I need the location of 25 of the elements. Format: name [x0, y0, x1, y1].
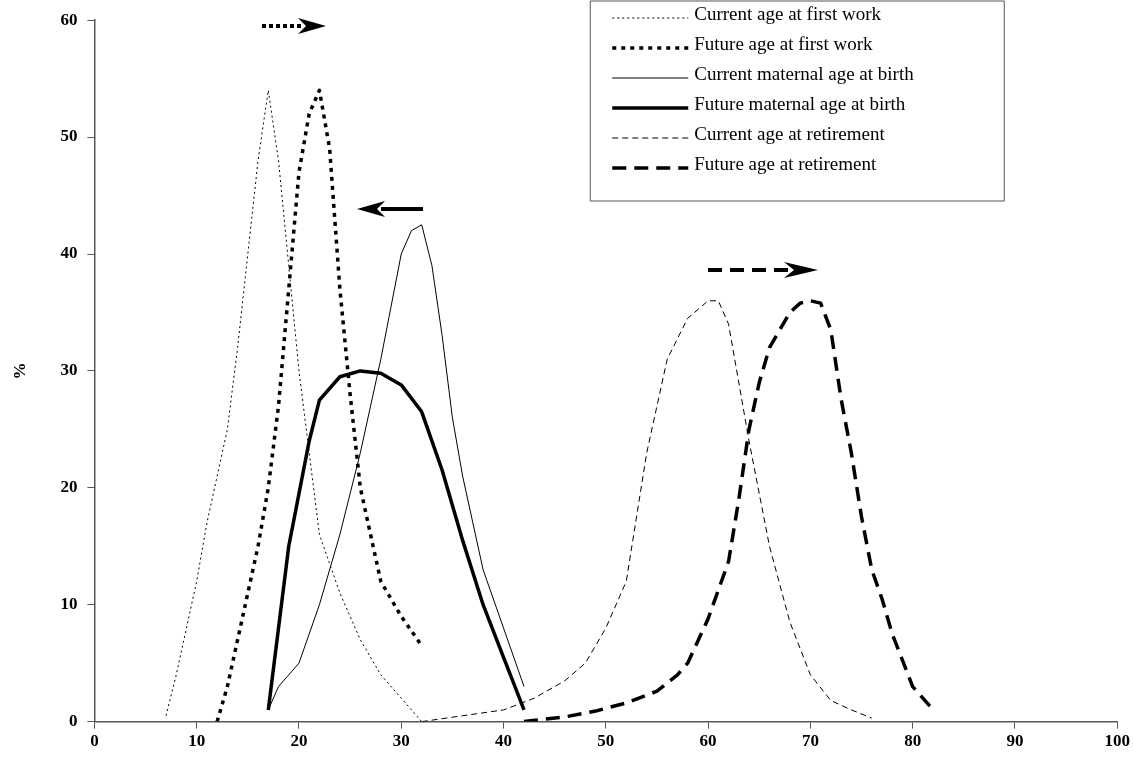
x-tick-label: 40 — [495, 731, 513, 751]
x-tick-label: 20 — [290, 731, 308, 751]
x-tick-label: 80 — [904, 731, 922, 751]
x-tick-label: 0 — [90, 731, 99, 751]
x-tick-label: 10 — [188, 731, 206, 751]
x-tick-label: 30 — [392, 731, 410, 751]
y-tick-label: 30 — [60, 360, 78, 380]
legend-label: Current age at first work — [694, 2, 882, 24]
legend-label: Current age at retirement — [694, 122, 886, 144]
legend-label: Future age at retirement — [694, 152, 877, 174]
x-tick-label: 50 — [597, 731, 615, 751]
x-tick-label: 100 — [1104, 731, 1130, 751]
x-tick-label: 90 — [1006, 731, 1024, 751]
legend-label: Current maternal age at birth — [694, 62, 915, 84]
x-tick-label: 70 — [801, 731, 819, 751]
x-tick-label: 60 — [699, 731, 717, 751]
y-tick-label: 40 — [60, 243, 78, 263]
y-tick-label: 50 — [60, 126, 78, 146]
y-tick-label: 0 — [68, 710, 78, 730]
legend-label: Future age at first work — [694, 32, 874, 54]
y-tick-label: 20 — [60, 477, 78, 497]
legend-label: Future maternal age at birth — [694, 92, 906, 114]
y-tick-label: 60 — [60, 9, 78, 29]
y-tick-label: 10 — [60, 594, 78, 614]
y-axis-title: % — [9, 362, 29, 380]
